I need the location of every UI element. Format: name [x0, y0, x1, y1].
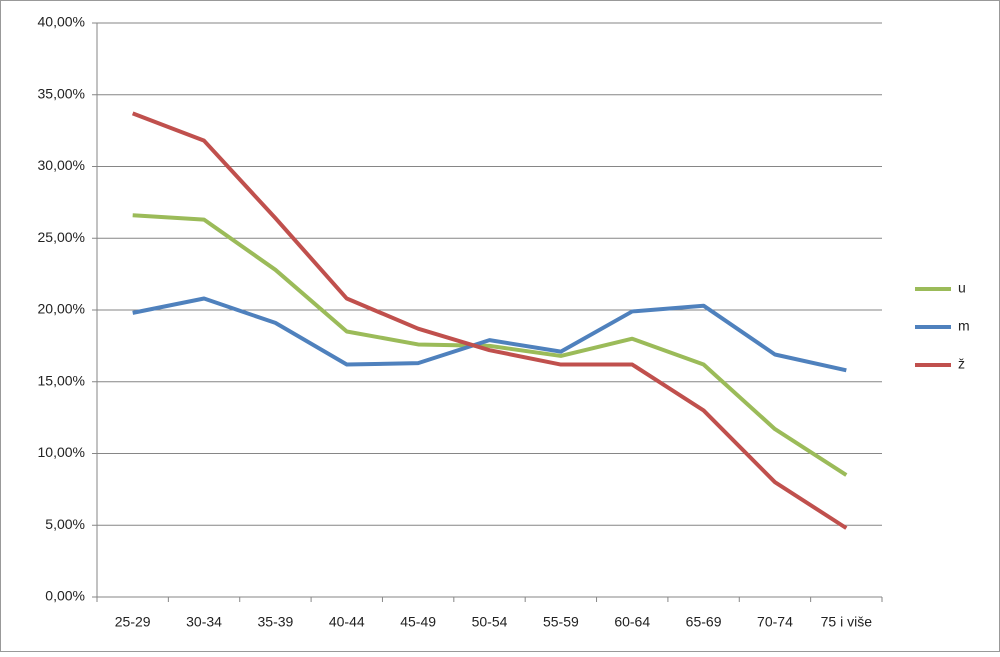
y-tick-label: 10,00%: [38, 444, 85, 460]
x-tick-label: 25-29: [115, 614, 151, 630]
x-tick-label: 50-54: [472, 614, 508, 630]
series-line: [131, 111, 848, 530]
x-tick-label: 75 i više: [821, 614, 873, 630]
y-tick-label: 15,00%: [38, 372, 85, 388]
y-tick-label: 25,00%: [38, 229, 85, 245]
y-tick-label: 30,00%: [38, 157, 85, 173]
y-tick-label: 5,00%: [45, 516, 85, 532]
series-line: [132, 296, 847, 373]
x-tick-label: 60-64: [614, 614, 650, 630]
legend-label: ž: [958, 356, 965, 372]
x-tick-label: 45-49: [400, 614, 436, 630]
x-tick-label: 70-74: [757, 614, 793, 630]
x-tick-label: 55-59: [543, 614, 579, 630]
x-tick-label: 40-44: [329, 614, 365, 630]
legend-label: u: [958, 280, 966, 296]
series-line: [132, 213, 848, 477]
x-tick-label: 30-34: [186, 614, 222, 630]
y-tick-label: 40,00%: [38, 14, 85, 30]
y-tick-label: 20,00%: [38, 301, 85, 317]
x-tick-label: 35-39: [258, 614, 294, 630]
x-tick-label: 65-69: [686, 614, 722, 630]
y-tick-label: 0,00%: [45, 588, 85, 604]
legend-label: m: [958, 318, 970, 334]
y-tick-label: 35,00%: [38, 85, 85, 101]
